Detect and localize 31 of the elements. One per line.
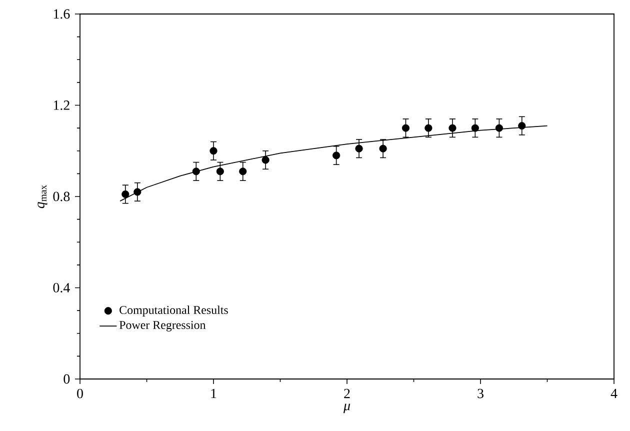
y-tick-label: 1.6	[54, 9, 70, 19]
x-tick-label: 3	[478, 388, 484, 398]
point	[122, 190, 130, 198]
point	[192, 168, 200, 176]
legend-label: Computational Results	[120, 306, 228, 316]
point	[239, 168, 247, 176]
point	[332, 152, 340, 160]
point	[495, 124, 503, 132]
x-tick-label: 4	[610, 388, 618, 398]
point	[262, 156, 270, 164]
point	[379, 144, 387, 152]
point	[471, 124, 479, 132]
point	[216, 168, 224, 176]
y-axis-title: q$_{max}$	[38, 184, 48, 208]
point	[402, 124, 410, 132]
point	[518, 122, 526, 130]
point	[448, 124, 456, 132]
y-tick-label: 0	[64, 374, 70, 384]
legend-label: Power Regression	[119, 321, 206, 332]
x-tick-label: 0	[77, 388, 83, 398]
x-tick-label: 1	[211, 388, 216, 398]
x-axis-title: μ	[343, 404, 350, 414]
point	[424, 124, 432, 132]
y-tick-label: 1.2	[54, 100, 70, 110]
y-tick-label: 0.4	[53, 283, 70, 292]
line-series	[120, 125, 548, 202]
point	[355, 144, 363, 152]
y-tick-label: 0.8	[53, 192, 70, 202]
x-tick-label: 2	[344, 388, 350, 398]
point	[210, 147, 218, 155]
point	[134, 188, 142, 196]
